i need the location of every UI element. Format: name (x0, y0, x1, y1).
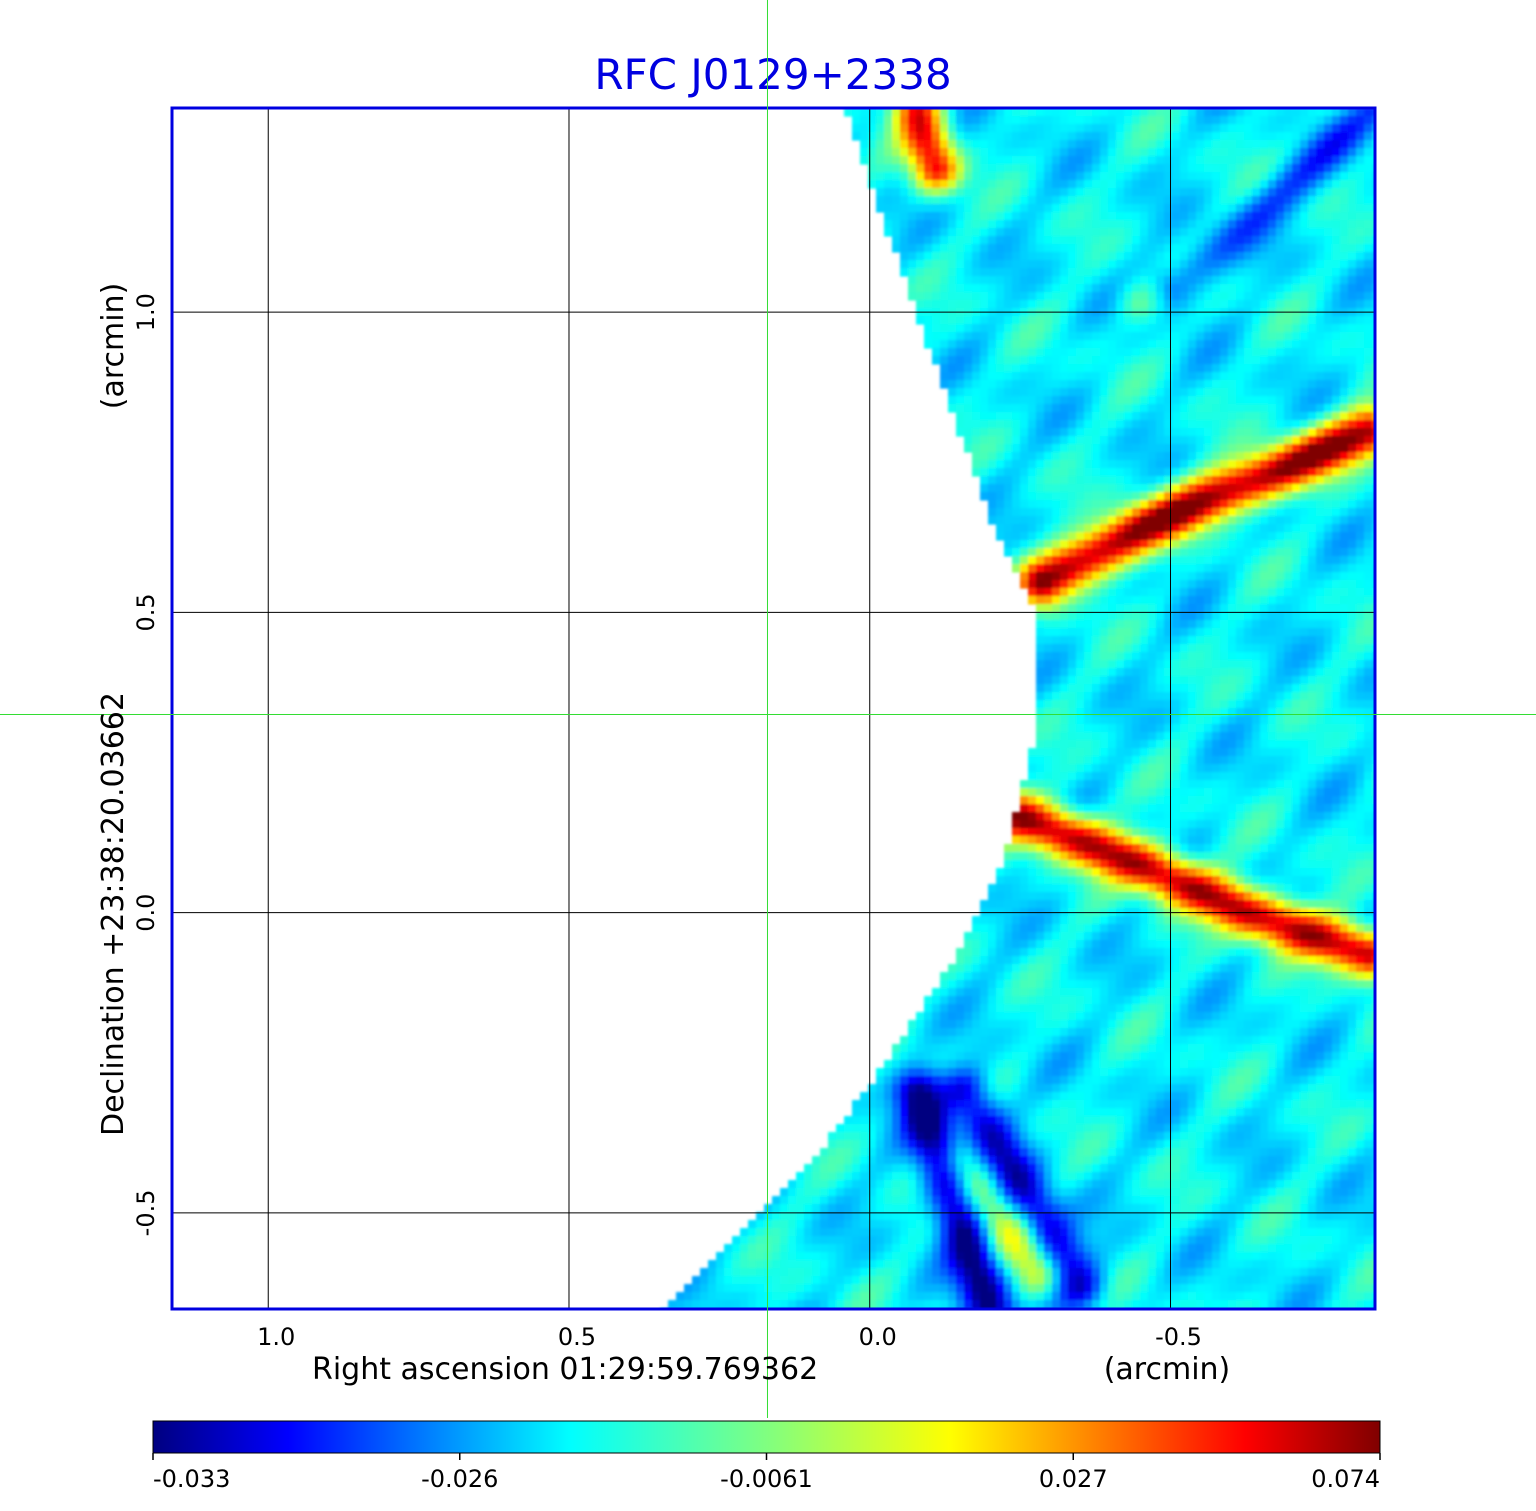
colorbar-tick-label: -0.026 (421, 1465, 498, 1493)
plot-frame (170, 106, 1377, 1311)
y-tick-label: 0.0 (132, 894, 160, 932)
colorbar-tick-label: 0.027 (1039, 1465, 1108, 1493)
x-tick-label: -0.5 (1155, 1323, 1202, 1351)
grid (172, 108, 1375, 1309)
x-tick-label: 0.0 (859, 1323, 897, 1351)
y-tick-labels: 1.0 0.5 0.0 -0.5 (132, 293, 160, 1236)
chart-title: RFC J0129+2338 (594, 50, 951, 99)
x-tick-labels: 1.0 0.5 0.0 -0.5 (257, 1323, 1202, 1351)
y-axis-unit: (arcmin) (96, 283, 131, 410)
colorbar-tick-label: 0.074 (1311, 1465, 1380, 1493)
y-tick-label: 1.0 (132, 293, 160, 331)
x-tick-label: 0.5 (558, 1323, 596, 1351)
y-axis-label: Declination +23:38:20.03662 (96, 692, 131, 1136)
x-axis-unit: (arcmin) (1104, 1352, 1231, 1387)
crosshair (0, 0, 1536, 1418)
colorbar (152, 1420, 1381, 1454)
colorbar-tick-label: -0.0061 (720, 1465, 813, 1493)
x-axis-label: Right ascension 01:29:59.769362 (312, 1352, 818, 1387)
x-tick-label: 1.0 (257, 1323, 295, 1351)
colorbar-ticks: -0.033 -0.026 -0.0061 0.027 0.074 (152, 1453, 1381, 1493)
y-tick-label: 0.5 (132, 593, 160, 631)
heatmap (660, 108, 1375, 1309)
colorbar-tick-label: -0.033 (153, 1465, 230, 1493)
y-tick-label: -0.5 (132, 1190, 160, 1237)
